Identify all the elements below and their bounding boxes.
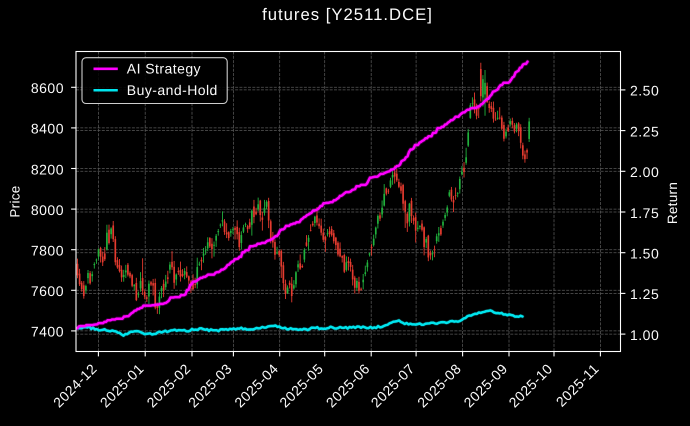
svg-text:1.25: 1.25 xyxy=(630,286,659,302)
svg-text:1.75: 1.75 xyxy=(630,205,659,221)
svg-text:2.25: 2.25 xyxy=(630,123,659,139)
svg-text:AI Strategy: AI Strategy xyxy=(127,60,201,76)
svg-text:2.00: 2.00 xyxy=(630,164,659,180)
svg-text:8400: 8400 xyxy=(31,121,64,137)
svg-text:Price: Price xyxy=(8,185,23,217)
svg-text:1.50: 1.50 xyxy=(630,246,659,262)
svg-text:7800: 7800 xyxy=(31,243,64,259)
svg-text:Return: Return xyxy=(665,182,680,224)
svg-text:futures [Y2511.DCE]: futures [Y2511.DCE] xyxy=(262,5,433,24)
svg-text:8000: 8000 xyxy=(31,202,64,218)
svg-text:7600: 7600 xyxy=(31,283,64,299)
svg-text:8600: 8600 xyxy=(31,80,64,96)
svg-text:8200: 8200 xyxy=(31,161,64,177)
svg-text:7400: 7400 xyxy=(31,324,64,340)
svg-text:1.00: 1.00 xyxy=(630,327,659,343)
svg-text:Buy-and-Hold: Buy-and-Hold xyxy=(127,82,218,98)
svg-text:2.50: 2.50 xyxy=(630,83,659,99)
